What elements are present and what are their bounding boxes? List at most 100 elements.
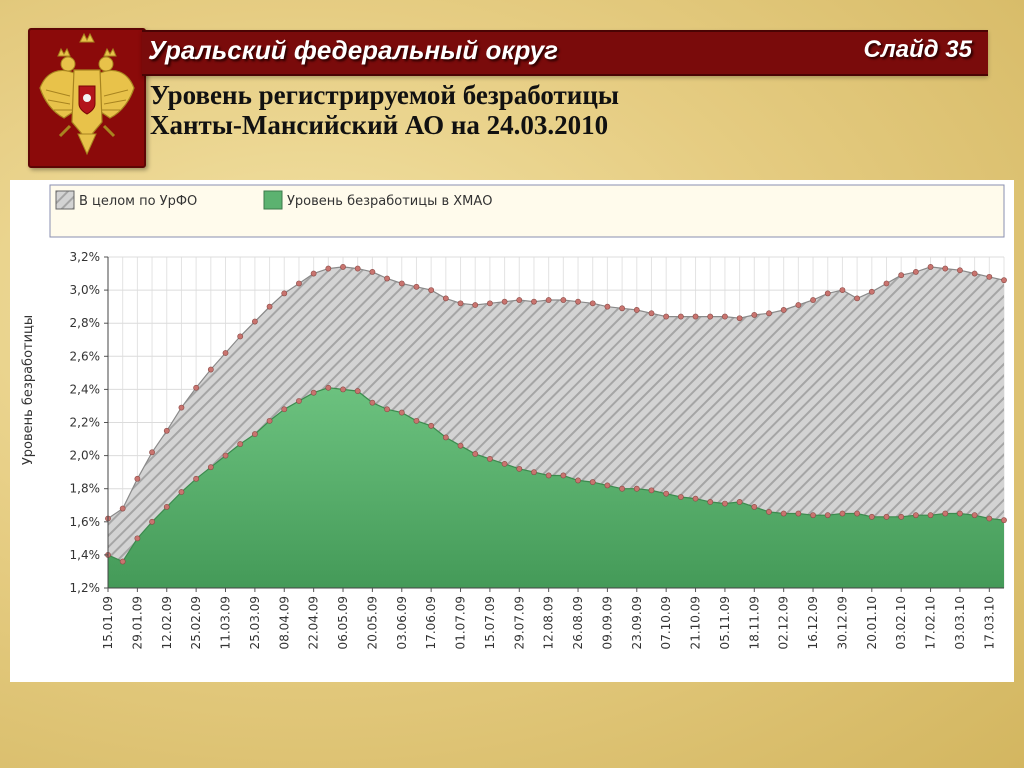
point-urfo bbox=[266, 303, 273, 310]
series-markers bbox=[105, 264, 1007, 565]
point-hmao bbox=[442, 434, 449, 441]
x-tick-label: 25.03.09 bbox=[248, 596, 262, 649]
x-tick-label: 23.09.09 bbox=[630, 596, 644, 649]
x-tick-label: 05.11.09 bbox=[718, 596, 732, 649]
coat-of-arms-emblem bbox=[28, 28, 146, 168]
y-tick-label: 3,2% bbox=[70, 250, 101, 264]
axes: 1,2% 1,4% 1,6% 1,8% 2,0% 2,2% 2,4% 2,6% 2,8% 3,0%… bbox=[70, 250, 1004, 649]
point-hmao bbox=[296, 398, 302, 404]
x-tick-label: 29.01.09 bbox=[130, 596, 144, 649]
point-urfo bbox=[868, 288, 875, 295]
x-tick-label: 03.03.10 bbox=[953, 596, 967, 649]
point-hmao bbox=[942, 510, 949, 517]
point-urfo bbox=[736, 315, 743, 322]
point-urfo bbox=[193, 384, 200, 391]
chart-panel: В целом по УрФО Уровень безработицы в ХМ… bbox=[10, 180, 1014, 682]
x-tick-label: 17.06.09 bbox=[424, 596, 438, 649]
point-urfo bbox=[325, 265, 332, 272]
point-urfo bbox=[604, 303, 611, 310]
x-tick-label: 29.07.09 bbox=[512, 596, 526, 649]
x-tick-label: 21.10.09 bbox=[689, 596, 703, 649]
point-urfo bbox=[457, 300, 464, 307]
point-urfo bbox=[810, 297, 816, 303]
point-hmao bbox=[957, 510, 963, 517]
x-tick-label: 03.06.09 bbox=[395, 596, 409, 649]
point-hmao bbox=[619, 485, 625, 492]
x-tick-label: 08.04.09 bbox=[277, 596, 291, 649]
x-tick-label: 09.09.09 bbox=[600, 596, 614, 649]
point-hmao bbox=[868, 513, 875, 520]
y-tick-label: 1,2% bbox=[70, 581, 101, 595]
point-urfo bbox=[560, 297, 567, 303]
point-urfo bbox=[927, 264, 934, 270]
y-tick-label: 2,4% bbox=[70, 382, 101, 396]
point-hmao bbox=[854, 510, 861, 517]
x-tick-label: 02.12.09 bbox=[777, 596, 791, 649]
point-hmao bbox=[428, 422, 435, 429]
x-tick-label: 30.12.09 bbox=[835, 596, 849, 649]
point-hmao bbox=[501, 460, 508, 467]
y-tick-label: 2,0% bbox=[70, 449, 101, 463]
point-urfo bbox=[633, 307, 640, 313]
x-tick-label: 16.12.09 bbox=[806, 596, 820, 649]
point-hmao bbox=[839, 510, 846, 517]
point-hmao bbox=[369, 399, 376, 406]
point-urfo bbox=[722, 313, 728, 320]
x-tick-label: 20.01.10 bbox=[865, 596, 879, 649]
region-title: Уральский федеральный округ bbox=[148, 35, 559, 65]
point-urfo bbox=[795, 302, 802, 308]
x-tick-label: 06.05.09 bbox=[336, 596, 350, 649]
point-hmao bbox=[149, 518, 155, 525]
point-hmao bbox=[251, 431, 258, 437]
point-urfo bbox=[398, 280, 405, 287]
point-hmao bbox=[898, 513, 905, 520]
x-tick-label: 07.10.09 bbox=[659, 596, 673, 649]
legend-label-urfo: В целом по УрФО bbox=[79, 194, 197, 209]
point-hmao bbox=[207, 464, 214, 471]
point-hmao bbox=[457, 442, 464, 449]
point-hmao bbox=[912, 512, 919, 519]
point-urfo bbox=[487, 300, 493, 307]
point-urfo bbox=[178, 404, 185, 411]
point-urfo bbox=[766, 310, 772, 317]
unemployment-area-chart: В целом по УрФО Уровень безработицы в ХМ… bbox=[21, 184, 1007, 649]
point-urfo bbox=[677, 313, 684, 320]
point-hmao bbox=[310, 389, 317, 396]
point-urfo bbox=[369, 268, 376, 275]
point-urfo bbox=[707, 313, 714, 320]
point-urfo bbox=[912, 268, 919, 275]
x-tick-label: 17.02.10 bbox=[924, 596, 938, 649]
point-hmao bbox=[604, 482, 611, 489]
point-hmao bbox=[663, 490, 670, 497]
x-tick-label: 25.02.09 bbox=[189, 596, 203, 649]
point-urfo bbox=[883, 280, 890, 287]
point-urfo bbox=[545, 297, 552, 303]
y-tick-label: 1,8% bbox=[70, 482, 101, 496]
point-urfo bbox=[531, 298, 537, 305]
point-urfo bbox=[237, 333, 244, 340]
x-tick-label: 18.11.09 bbox=[747, 596, 761, 649]
point-urfo bbox=[149, 449, 155, 456]
point-hmao bbox=[927, 512, 934, 519]
point-hmao bbox=[472, 451, 479, 457]
point-urfo bbox=[898, 272, 905, 279]
y-tick-label: 1,4% bbox=[70, 548, 101, 562]
point-hmao bbox=[707, 499, 714, 505]
x-tick-label: 15.01.09 bbox=[101, 596, 115, 649]
x-tick-label: 12.08.09 bbox=[542, 596, 556, 649]
point-urfo bbox=[296, 280, 302, 287]
point-hmao bbox=[1001, 517, 1007, 524]
point-hmao bbox=[986, 515, 993, 522]
point-urfo bbox=[692, 313, 699, 320]
point-hmao bbox=[178, 489, 185, 495]
x-tick-label: 11.03.09 bbox=[219, 596, 233, 649]
point-hmao bbox=[119, 558, 126, 565]
x-tick-label: 03.02.10 bbox=[894, 596, 908, 649]
point-urfo bbox=[516, 297, 523, 303]
point-urfo bbox=[839, 287, 846, 293]
point-hmao bbox=[971, 512, 978, 519]
point-hmao bbox=[722, 500, 728, 507]
point-hmao bbox=[487, 456, 493, 462]
point-urfo bbox=[575, 298, 581, 305]
point-urfo bbox=[472, 302, 479, 308]
